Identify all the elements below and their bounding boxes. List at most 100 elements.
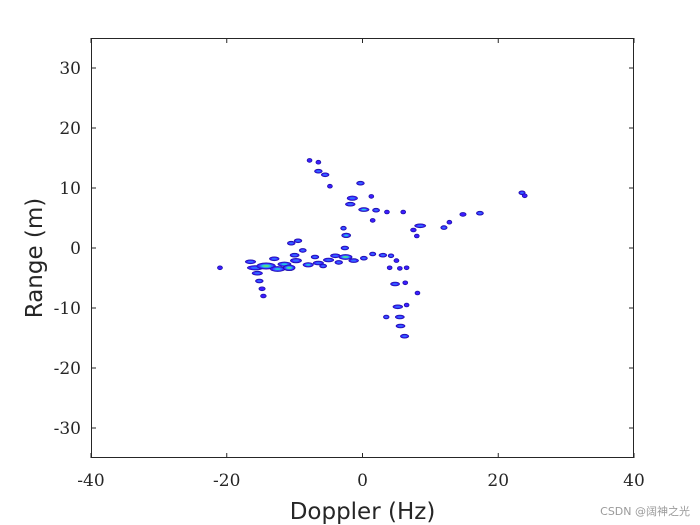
blob-level (316, 160, 321, 164)
x-tick-label: -20 (213, 471, 240, 491)
heatmap-blob (414, 290, 421, 296)
heatmap-blob (244, 259, 257, 265)
heatmap-blob (387, 253, 395, 259)
x-tick-label: -40 (77, 471, 104, 491)
y-tick-label: 0 (70, 239, 81, 259)
heatmap-blob (340, 245, 350, 251)
blob-level (312, 256, 318, 258)
blob-level (404, 303, 409, 307)
x-tick-label: 20 (487, 471, 509, 491)
blob-level (289, 242, 294, 245)
blob-level (387, 266, 392, 270)
blob-level (398, 325, 404, 327)
heatmap-blob (459, 212, 467, 217)
y-tick-label: -30 (54, 419, 81, 439)
heatmap-blob (217, 265, 223, 271)
blob-level (307, 158, 312, 162)
blob-level (397, 316, 403, 318)
heatmap-blob (386, 265, 393, 271)
blob-level (402, 335, 407, 338)
heatmap-blob (341, 232, 352, 238)
heatmap-blob (327, 183, 333, 189)
blob-level (447, 220, 452, 224)
blob-level (247, 260, 254, 263)
heatmap-blob (330, 253, 341, 259)
heatmap-blob (293, 238, 303, 244)
blob-level (325, 259, 332, 261)
blob-level (271, 257, 277, 260)
blob-level (295, 239, 301, 242)
heatmap-blob (270, 266, 286, 272)
blob-level (358, 182, 363, 185)
heatmap-blob (395, 323, 406, 329)
blob-level (404, 266, 409, 270)
y-tick-label: 20 (59, 119, 81, 139)
heatmap-blob (440, 225, 448, 230)
heatmap-blob (290, 258, 302, 264)
blob-level (217, 266, 222, 270)
heatmap-blob (356, 180, 365, 186)
blob-level (401, 210, 406, 214)
heatmap-blob (260, 293, 267, 299)
heatmap-blob (298, 248, 307, 253)
blob-level (392, 283, 398, 285)
heatmap-blob (414, 233, 420, 239)
blob-level (300, 249, 305, 252)
blob-level (415, 291, 420, 295)
heatmap-blob (400, 333, 410, 339)
blob-level (332, 254, 339, 257)
heatmap-blob (390, 281, 400, 287)
heatmap-blob (302, 262, 314, 268)
blob-level (292, 259, 300, 262)
blob-level (384, 210, 389, 214)
watermark-text: CSDN @阔神之光 (600, 504, 690, 518)
y-tick-label: -10 (54, 299, 81, 319)
heatmap-blob (393, 258, 400, 263)
heatmap-blob (392, 304, 404, 310)
heatmap-blob (358, 207, 370, 212)
blob-level (414, 234, 419, 238)
blob-level (394, 259, 399, 263)
heatmap-blob (369, 251, 377, 257)
blob-level (460, 212, 466, 216)
blob-level (336, 261, 341, 264)
heatmap-blob (368, 194, 375, 199)
heatmap-blob (369, 218, 376, 223)
blob-level (389, 254, 393, 257)
heatmap-blob (348, 258, 359, 263)
heatmap-blobs (217, 158, 528, 339)
blob-level (263, 265, 270, 267)
heatmap-blob (383, 314, 390, 320)
x-tick-label: 40 (623, 471, 645, 491)
heatmap-blob (251, 270, 263, 276)
blob-level (254, 272, 261, 275)
x-axis-title: Doppler (Hz) (290, 499, 436, 525)
heatmap-blob (314, 168, 323, 174)
blob-level (403, 281, 408, 285)
heatmap-blob (346, 195, 358, 201)
blob-level (380, 254, 385, 257)
blob-level (316, 170, 321, 173)
heatmap-blob (410, 227, 417, 233)
heatmap-blob (446, 219, 453, 225)
y-axis-ticks: -30 -20 -10 0 10 20 30 (54, 59, 634, 439)
y-tick-label: 30 (59, 59, 81, 79)
blob-level (344, 234, 349, 237)
blob-level (520, 191, 524, 194)
blob-level (259, 287, 265, 291)
blob-level (274, 268, 281, 270)
heatmap-blob (287, 240, 296, 246)
heatmap-blob (269, 256, 280, 262)
blob-level (343, 256, 348, 258)
heatmap-blob (394, 314, 405, 320)
blob-level (361, 257, 366, 260)
x-tick-label: 0 (357, 471, 368, 491)
blob-level (522, 194, 527, 198)
heatmap-blob (323, 257, 335, 263)
heatmap-blob (476, 210, 484, 216)
axes-background (91, 38, 634, 458)
heatmap-blob (306, 158, 313, 163)
blob-level (347, 203, 353, 206)
heatmap-blob (256, 262, 276, 270)
